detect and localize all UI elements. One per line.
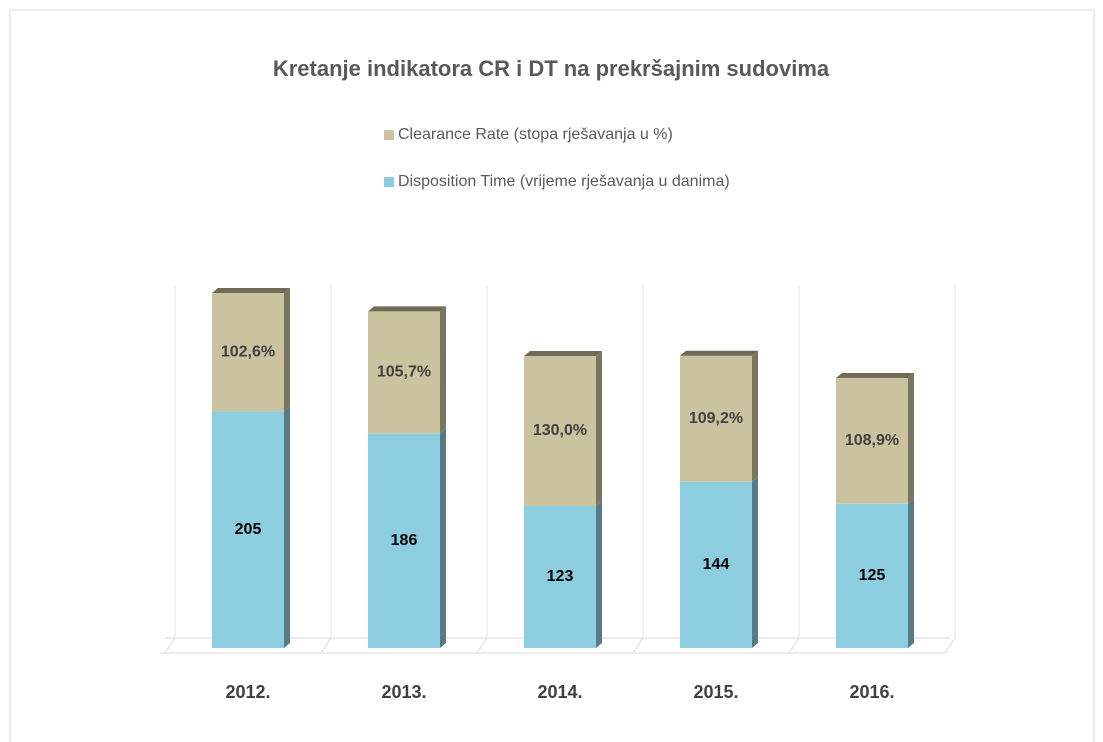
bar — [524, 351, 602, 507]
panel-base — [476, 637, 488, 654]
bar-front — [368, 433, 440, 648]
bar-top — [524, 351, 602, 357]
bar-top — [368, 306, 446, 312]
data-label: 130,0% — [533, 422, 587, 439]
bar — [836, 498, 914, 648]
bar — [836, 373, 914, 504]
legend-swatch — [384, 177, 394, 187]
panel-base — [164, 637, 176, 654]
panel-base — [320, 637, 332, 654]
bar — [524, 501, 602, 648]
bar-side — [440, 306, 446, 434]
bar-side — [440, 428, 446, 648]
bar — [680, 350, 758, 482]
bar-front — [836, 503, 908, 648]
bar — [368, 306, 446, 434]
data-label: 144 — [703, 556, 730, 573]
bar-side — [284, 288, 290, 412]
bar — [212, 406, 290, 648]
bar-front — [212, 411, 284, 648]
bar-front — [680, 355, 752, 482]
bar-side — [752, 476, 758, 648]
x-tick-label: 2012. — [225, 682, 270, 702]
x-tick-label: 2013. — [381, 682, 426, 702]
bar-side — [596, 351, 602, 507]
data-label: 105,7% — [377, 364, 431, 381]
bar-top — [836, 373, 914, 379]
bar-front — [368, 311, 440, 434]
bar-side — [752, 350, 758, 482]
data-label: 109,2% — [689, 410, 743, 427]
data-label: 108,9% — [845, 432, 899, 449]
bar-front — [524, 506, 596, 648]
bar-top — [680, 350, 758, 356]
bar-front — [524, 356, 596, 507]
bar-top — [212, 288, 290, 293]
data-label: 125 — [859, 567, 886, 584]
data-label: 205 — [235, 521, 262, 538]
x-tick-label: 2015. — [693, 682, 738, 702]
bar — [368, 428, 446, 648]
bar-side — [908, 373, 914, 504]
data-label: 123 — [547, 568, 574, 585]
data-label: 102,6% — [221, 343, 275, 360]
x-tick-label: 2014. — [537, 682, 582, 702]
bar — [212, 288, 290, 412]
legend-swatch — [384, 130, 394, 140]
x-tick-label: 2016. — [849, 682, 894, 702]
chart-title: Kretanje indikatora CR i DT na prekršajn… — [273, 56, 830, 81]
bar — [680, 476, 758, 648]
bar-front — [212, 293, 284, 412]
bar-front — [680, 481, 752, 648]
bar-side — [908, 498, 914, 648]
legend-label: Disposition Time (vrijeme rješavanja u d… — [398, 173, 730, 190]
panel-base — [944, 637, 956, 654]
bar-front — [836, 378, 908, 504]
bar-side — [284, 406, 290, 648]
legend-label: Clearance Rate (stopa rješavanja u %) — [398, 126, 673, 143]
data-label: 186 — [391, 532, 418, 549]
bar-side — [596, 501, 602, 648]
panel-base — [632, 637, 644, 654]
panel-base — [788, 637, 800, 654]
